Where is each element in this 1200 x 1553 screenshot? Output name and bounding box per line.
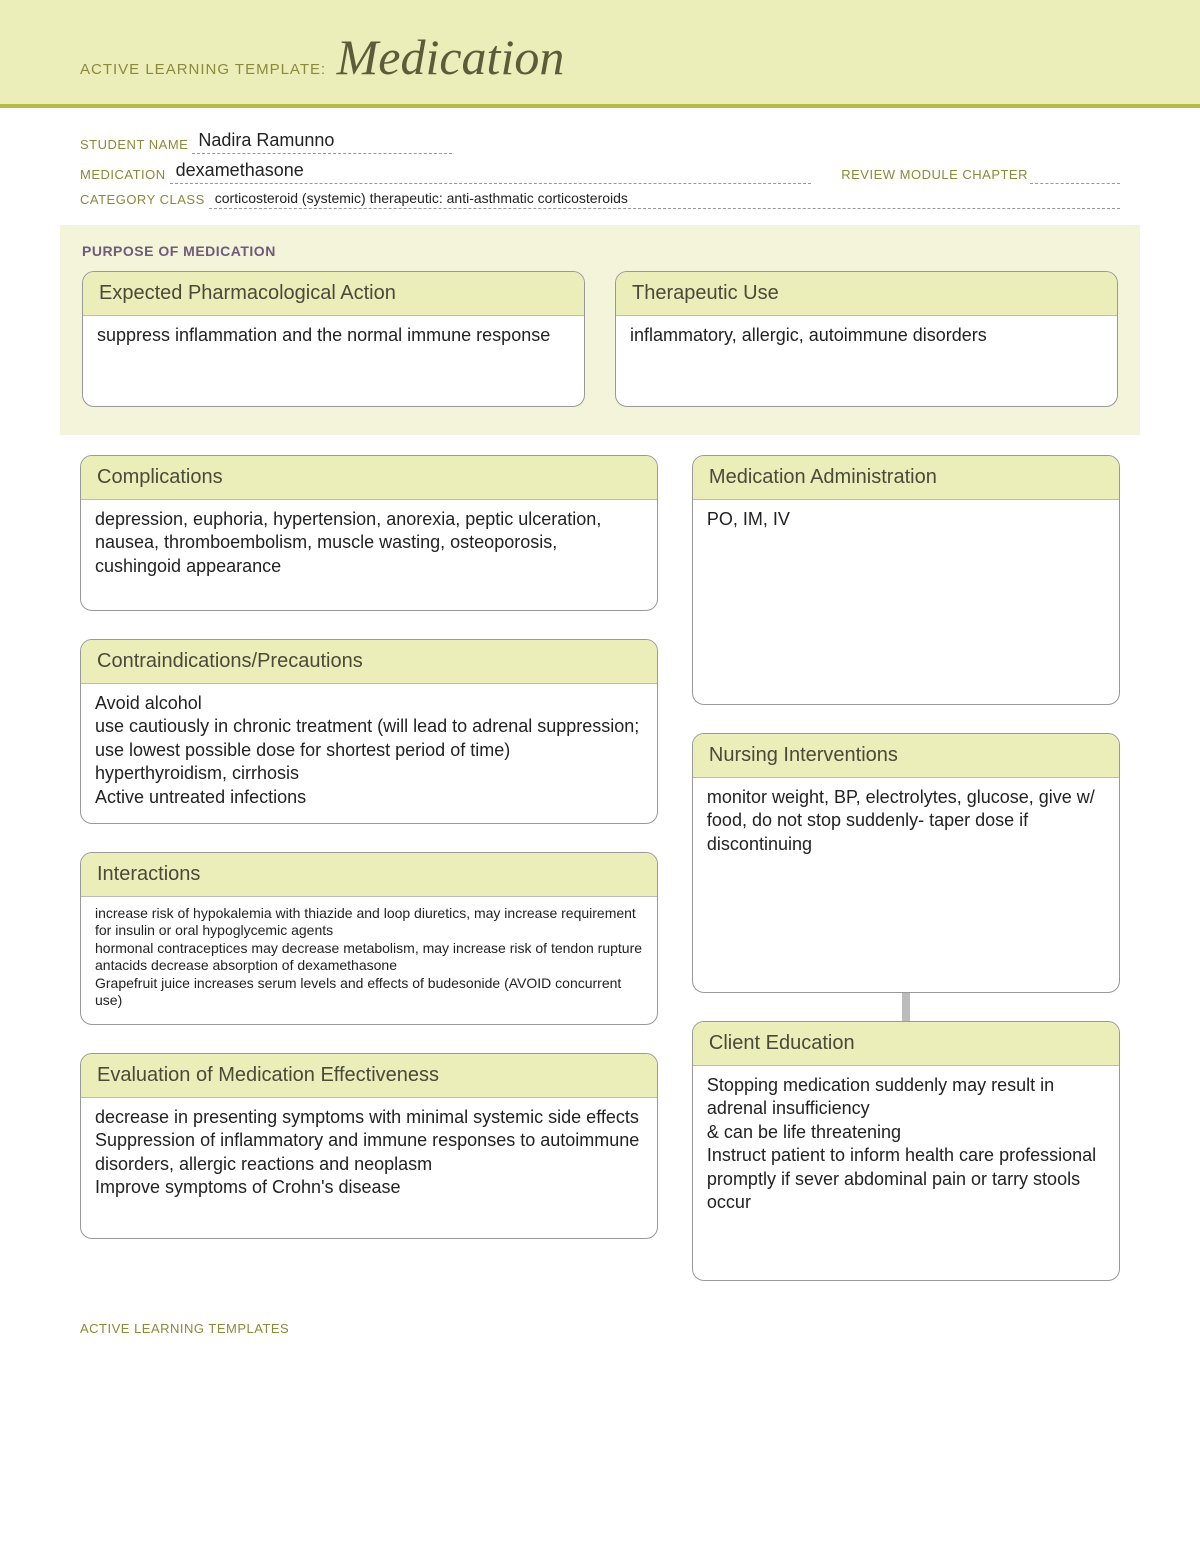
review-module-label: REVIEW MODULE CHAPTER (841, 167, 1028, 184)
main-content: Complications depression, euphoria, hype… (0, 435, 1200, 1311)
medication-administration-title: Medication Administration (693, 456, 1119, 500)
right-column: Medication Administration PO, IM, IV Nur… (692, 455, 1120, 1281)
review-module-blank (1030, 166, 1120, 184)
medication-label: MEDICATION (80, 167, 166, 184)
header-title: Medication (337, 29, 565, 85)
client-education-title: Client Education (693, 1022, 1119, 1066)
student-name-value: Nadira Ramunno (192, 130, 452, 154)
nursing-interventions-title: Nursing Interventions (693, 734, 1119, 778)
therapeutic-use-card: Therapeutic Use inflammatory, allergic, … (615, 271, 1118, 407)
contraindications-card: Contraindications/Precautions Avoid alco… (80, 639, 658, 824)
left-column: Complications depression, euphoria, hype… (80, 455, 658, 1281)
client-education-body: Stopping medication suddenly may result … (693, 1066, 1119, 1280)
evaluation-body: decrease in presenting symptoms with min… (81, 1098, 657, 1238)
nursing-interventions-card: Nursing Interventions monitor weight, BP… (692, 733, 1120, 993)
pharmacological-action-body: suppress inflammation and the normal imm… (83, 316, 584, 406)
medication-administration-body: PO, IM, IV (693, 500, 1119, 704)
page-header: ACTIVE LEARNING TEMPLATE: Medication (0, 0, 1200, 108)
complications-title: Complications (81, 456, 657, 500)
purpose-section-title: PURPOSE OF MEDICATION (82, 243, 1118, 259)
header-prefix: ACTIVE LEARNING TEMPLATE: (80, 61, 326, 78)
medication-administration-card: Medication Administration PO, IM, IV (692, 455, 1120, 705)
contraindications-body: Avoid alcohol use cautiously in chronic … (81, 684, 657, 823)
complications-body: depression, euphoria, hypertension, anor… (81, 500, 657, 610)
nursing-interventions-body: monitor weight, BP, electrolytes, glucos… (693, 778, 1119, 992)
therapeutic-use-body: inflammatory, allergic, autoimmune disor… (616, 316, 1117, 406)
interactions-body: increase risk of hypokalemia with thiazi… (81, 897, 657, 1024)
contraindications-title: Contraindications/Precautions (81, 640, 657, 684)
complications-card: Complications depression, euphoria, hype… (80, 455, 658, 611)
category-class-label: CATEGORY CLASS (80, 192, 205, 209)
evaluation-card: Evaluation of Medication Effectiveness d… (80, 1053, 658, 1239)
evaluation-title: Evaluation of Medication Effectiveness (81, 1054, 657, 1098)
purpose-section: PURPOSE OF MEDICATION Expected Pharmacol… (60, 225, 1140, 435)
info-block: STUDENT NAME Nadira Ramunno MEDICATION d… (0, 108, 1200, 225)
card-connector (902, 993, 910, 1021)
student-name-label: STUDENT NAME (80, 137, 188, 154)
therapeutic-use-title: Therapeutic Use (616, 272, 1117, 316)
pharmacological-action-card: Expected Pharmacological Action suppress… (82, 271, 585, 407)
page-footer: ACTIVE LEARNING TEMPLATES (0, 1311, 1200, 1366)
pharmacological-action-title: Expected Pharmacological Action (83, 272, 584, 316)
medication-value: dexamethasone (170, 160, 812, 184)
category-class-value: corticosteroid (systemic) therapeutic: a… (209, 190, 1120, 209)
interactions-title: Interactions (81, 853, 657, 897)
client-education-card: Client Education Stopping medication sud… (692, 1021, 1120, 1281)
interactions-card: Interactions increase risk of hypokalemi… (80, 852, 658, 1025)
